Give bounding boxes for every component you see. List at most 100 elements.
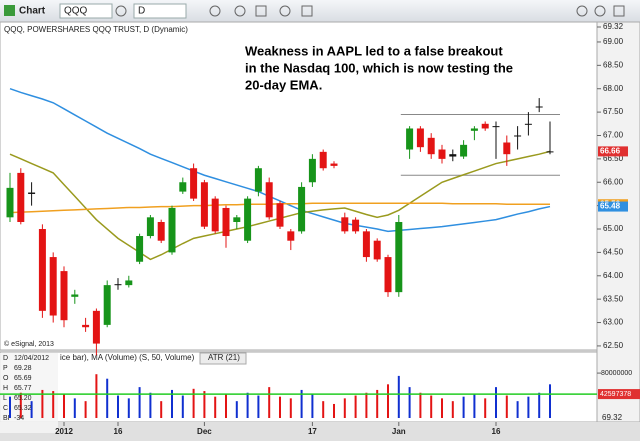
copyright: © eSignal, 2013 — [4, 340, 54, 348]
volume-bar — [505, 395, 508, 418]
tab-label[interactable]: ATR (21) — [208, 353, 240, 362]
annotation: in the Nasdaq 100, which is now testing … — [245, 60, 513, 75]
volume-bar — [495, 387, 497, 418]
volume-bar — [63, 394, 65, 418]
x-tick-label: 2012 — [55, 427, 73, 436]
icon[interactable] — [255, 5, 267, 17]
candle-body — [449, 154, 457, 157]
price-axis — [596, 21, 640, 423]
candle-body — [136, 236, 144, 262]
volume-bar — [9, 396, 11, 418]
volume-bar — [41, 389, 44, 418]
toolbar-title: Chart — [19, 6, 46, 17]
candle-body — [60, 271, 68, 321]
legend: QQQ, POWERSHARES QQQ TRUST, D (Dynamic) — [4, 25, 188, 34]
volume-bar — [430, 395, 433, 418]
volume-bar — [160, 401, 163, 418]
tab[interactable] — [199, 352, 247, 365]
candle-body — [114, 284, 122, 286]
icon[interactable] — [576, 5, 588, 17]
candle-body — [168, 207, 176, 253]
icon[interactable] — [279, 5, 291, 17]
candle-body — [276, 203, 284, 227]
y-tick-label: 68.50 — [603, 60, 624, 69]
candle-body — [38, 229, 46, 311]
y-tick-label: 69.32 — [603, 22, 624, 31]
candle-body — [503, 142, 511, 155]
y-tick-label: 67.00 — [603, 131, 624, 140]
info-box — [0, 353, 58, 433]
volume-bar — [484, 398, 487, 418]
x-tick-label: 16 — [114, 427, 123, 436]
candle-body — [222, 207, 230, 237]
icon[interactable] — [209, 5, 221, 17]
icon[interactable] — [594, 5, 606, 17]
candle-body — [427, 137, 435, 155]
candle-body — [535, 106, 543, 108]
volume-bar — [246, 392, 249, 418]
info-key: C — [3, 405, 8, 412]
volume-bar — [516, 401, 519, 418]
candle-body — [416, 128, 424, 148]
price-flag — [598, 201, 628, 212]
price-flag — [598, 146, 628, 157]
y-tick-label: 63.50 — [603, 294, 624, 303]
volume-bar — [225, 394, 227, 418]
volume-bar — [451, 401, 454, 418]
info-value: -34 — [14, 415, 24, 422]
volume-bar — [19, 392, 22, 418]
volume-bar — [95, 374, 98, 418]
y-tick-label: 80000000 — [601, 370, 632, 377]
candle-body — [492, 126, 500, 128]
volume-bar — [279, 396, 281, 418]
volume-bar — [333, 403, 335, 418]
candle-body — [71, 294, 79, 297]
candle-body — [352, 219, 360, 232]
y-tick-label: 66.00 — [603, 177, 624, 186]
candle-body — [319, 151, 327, 169]
candle-body — [6, 187, 14, 218]
candle-body — [438, 149, 446, 159]
volume-bar — [52, 391, 55, 418]
volume-bar — [343, 398, 346, 418]
x-tick-label: 16 — [492, 427, 501, 436]
candle-body — [406, 128, 414, 150]
icon[interactable] — [301, 5, 313, 17]
candle-body — [17, 172, 25, 222]
y-tick-label: 66.50 — [603, 154, 624, 163]
info-key: BI — [3, 415, 10, 422]
candle-body — [254, 168, 262, 192]
icon[interactable] — [234, 5, 246, 17]
candle-body — [28, 192, 36, 194]
info-value: 12/04/2012 — [14, 355, 49, 362]
volume-bar — [538, 392, 541, 418]
candle-body — [49, 257, 57, 316]
y-tick-label: 69.00 — [603, 37, 624, 46]
symbol-field[interactable] — [59, 3, 113, 19]
icon[interactable] — [613, 5, 625, 17]
volume-flag-label: 42597378 — [600, 391, 631, 398]
volume-bar — [73, 398, 76, 418]
interval-field[interactable] — [133, 3, 187, 19]
volume-bar — [527, 396, 530, 418]
interval[interactable]: D — [138, 6, 145, 17]
chart-icon — [4, 5, 15, 16]
volume-bar — [473, 394, 476, 418]
candle-body — [341, 217, 349, 232]
symbol[interactable]: QQQ — [64, 6, 88, 17]
candle-body — [308, 158, 316, 183]
price-panel — [0, 21, 598, 351]
candle-body — [330, 163, 338, 166]
volume-bar — [30, 401, 33, 418]
candle-body — [200, 182, 208, 227]
price-flag-label: 66.66 — [600, 146, 621, 155]
volume-header: ice bar), MA (Volume) (S, 50, Volume) — [60, 353, 195, 362]
info-key: H — [3, 385, 8, 392]
volume-bar — [235, 401, 238, 418]
link-icon[interactable] — [115, 5, 127, 17]
y-tick-label: 68.00 — [603, 84, 624, 93]
info-value: 65.69 — [14, 375, 32, 382]
candle-body — [481, 123, 489, 129]
volume-flag — [598, 389, 640, 400]
volume-bar — [84, 401, 87, 418]
